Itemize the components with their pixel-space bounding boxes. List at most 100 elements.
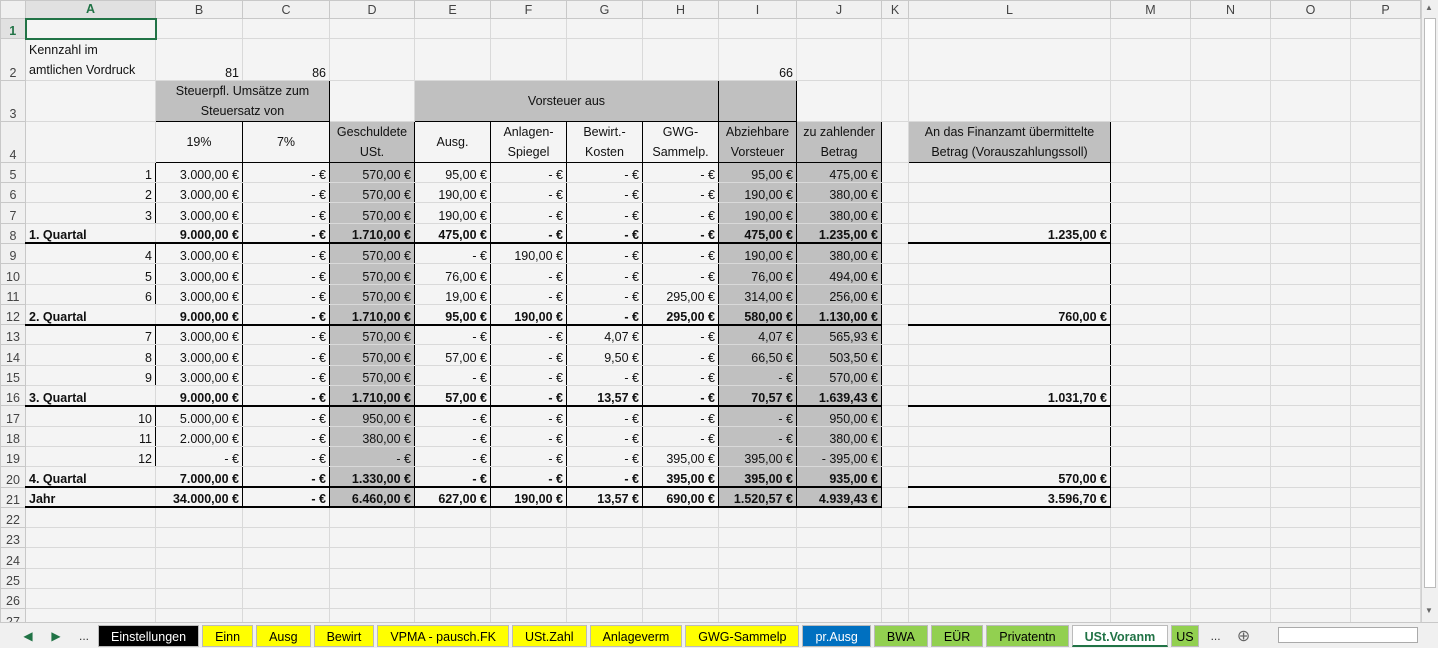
cell[interactable]: 76,00 € <box>414 263 491 285</box>
cell[interactable]: 9.000,00 € <box>155 222 243 245</box>
cell[interactable]: 380,00 € <box>796 182 882 204</box>
cell[interactable]: - € <box>414 405 491 427</box>
cell-finanzamt[interactable] <box>908 445 1111 468</box>
cell[interactable]: - € <box>490 161 567 184</box>
cell[interactable]: - € <box>642 425 719 447</box>
cell[interactable]: 95,00 € <box>718 161 797 184</box>
cell[interactable]: - € <box>490 263 567 285</box>
column-header-k[interactable]: K <box>881 0 909 19</box>
cell[interactable]: 570,00 € <box>329 283 415 305</box>
cell[interactable]: 570,00 € <box>329 364 415 387</box>
cell[interactable]: 1.710,00 € <box>329 303 415 326</box>
sheet-tab-ausg[interactable]: Ausg <box>256 624 311 647</box>
row-header[interactable]: 1 <box>0 17 27 40</box>
cell[interactable]: - € <box>642 242 719 265</box>
cell[interactable]: 570,00 € <box>796 364 882 387</box>
column-header-a[interactable]: A <box>25 0 156 20</box>
tab-prev-icon[interactable]: ◀ <box>23 628 33 643</box>
select-all-corner[interactable] <box>0 0 26 19</box>
column-header-i[interactable]: I <box>718 0 797 19</box>
column-header-e[interactable]: E <box>414 0 491 19</box>
sheet-tab-bewirt[interactable]: Bewirt <box>313 624 375 647</box>
cell-finanzamt[interactable] <box>908 263 1111 285</box>
cell[interactable]: - € <box>242 466 330 489</box>
cell[interactable]: - € <box>566 222 643 245</box>
cell[interactable]: 190,00 € <box>718 202 797 224</box>
header-7[interactable]: 7% <box>242 120 330 163</box>
row-header[interactable]: 20 <box>0 466 26 488</box>
cell[interactable]: - € <box>242 303 330 326</box>
cell[interactable]: 570,00 € <box>329 344 415 366</box>
cell[interactable]: 6 <box>25 283 156 305</box>
cell[interactable]: 11 <box>25 425 156 447</box>
cell-finanzamt[interactable]: 1.031,70 € <box>908 385 1111 407</box>
cell[interactable]: 9.000,00 € <box>155 303 243 326</box>
cell[interactable]: - € <box>490 364 567 387</box>
cell[interactable]: 3. Quartal <box>25 385 156 407</box>
cell[interactable]: 5.000,00 € <box>155 405 243 427</box>
cell[interactable]: 380,00 € <box>796 242 882 265</box>
cell[interactable]: 380,00 € <box>796 202 882 224</box>
cell[interactable]: - € <box>242 324 330 346</box>
cell[interactable]: - € <box>414 425 491 447</box>
cell[interactable]: 66,50 € <box>718 344 797 366</box>
cell[interactable]: 2.000,00 € <box>155 425 243 447</box>
cell[interactable]: 580,00 € <box>718 303 797 326</box>
cell[interactable]: - € <box>242 425 330 447</box>
column-header-p[interactable]: P <box>1350 0 1421 19</box>
cell[interactable]: 190,00 € <box>414 182 491 204</box>
cell[interactable]: 3.000,00 € <box>155 182 243 204</box>
cell[interactable]: - € <box>642 364 719 387</box>
cell[interactable]: - € <box>490 466 567 489</box>
cell[interactable]: 190,00 € <box>490 242 567 265</box>
cell[interactable]: 256,00 € <box>796 283 882 305</box>
column-header-f[interactable]: F <box>490 0 567 19</box>
row-header[interactable]: 26 <box>0 588 26 610</box>
row-header[interactable]: 25 <box>0 567 26 590</box>
cell[interactable]: 2. Quartal <box>25 303 156 326</box>
cell[interactable]: 1.235,00 € <box>796 222 882 245</box>
cell[interactable]: 1.330,00 € <box>329 466 415 489</box>
row-header[interactable]: 12 <box>0 303 26 326</box>
cell[interactable]: - € <box>566 425 643 447</box>
cell[interactable]: - € <box>490 283 567 305</box>
cell[interactable]: 395,00 € <box>718 445 797 468</box>
cell[interactable]: - € <box>642 405 719 427</box>
cell[interactable]: - € <box>242 222 330 245</box>
column-header-g[interactable]: G <box>566 0 643 19</box>
row-header[interactable]: 21 <box>0 486 26 508</box>
cell[interactable]: Jahr <box>25 486 156 509</box>
cell[interactable]: 295,00 € <box>642 283 719 305</box>
column-header-j[interactable]: J <box>796 0 882 19</box>
vertical-scrollbar[interactable]: ▲ ▼ <box>1421 0 1438 622</box>
cell[interactable]: 190,00 € <box>490 303 567 326</box>
row-header[interactable]: 8 <box>0 222 26 244</box>
cell-finanzamt[interactable] <box>908 283 1111 305</box>
sheet-tab-privatentn[interactable]: Privatentn <box>986 624 1069 647</box>
cell[interactable]: - € <box>566 202 643 224</box>
column-header-b[interactable]: B <box>155 0 243 19</box>
cell[interactable]: - € <box>566 263 643 285</box>
cell[interactable]: 3.000,00 € <box>155 283 243 305</box>
cell[interactable]: 9 <box>25 364 156 387</box>
cell[interactable]: 13,57 € <box>566 486 643 509</box>
row-header[interactable]: 11 <box>0 283 26 305</box>
sheet-tab-ust-voranm[interactable]: USt.Voranm <box>1071 624 1169 647</box>
cell-finanzamt[interactable] <box>908 344 1111 366</box>
row-header[interactable]: 7 <box>0 202 26 224</box>
cell[interactable]: 3.000,00 € <box>155 344 243 366</box>
scroll-down-icon[interactable]: ▼ <box>1425 606 1433 615</box>
cell[interactable]: 8 <box>25 344 156 366</box>
cell-finanzamt[interactable] <box>908 242 1111 265</box>
cell-finanzamt[interactable] <box>908 324 1111 346</box>
cell[interactable]: - € <box>718 425 797 447</box>
sheet-tab-vpma-pausch-fk[interactable]: VPMA - pausch.FK <box>377 624 509 647</box>
cell[interactable]: 314,00 € <box>718 283 797 305</box>
cell[interactable]: 627,00 € <box>414 486 491 509</box>
cell[interactable]: 565,93 € <box>796 324 882 346</box>
cell[interactable]: - € <box>566 445 643 468</box>
cell[interactable]: - € <box>242 344 330 366</box>
cell-finanzamt[interactable] <box>908 405 1111 427</box>
row-header[interactable]: 2 <box>0 38 26 81</box>
cell[interactable]: 4,07 € <box>566 324 643 346</box>
